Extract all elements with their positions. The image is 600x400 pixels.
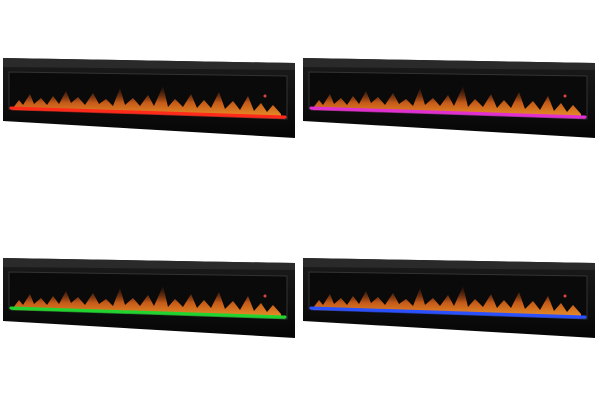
fireplace-magenta (301, 56, 597, 140)
fireplace-blue (301, 256, 597, 340)
fireplace-red (1, 56, 297, 140)
fireplace-green (1, 256, 297, 340)
